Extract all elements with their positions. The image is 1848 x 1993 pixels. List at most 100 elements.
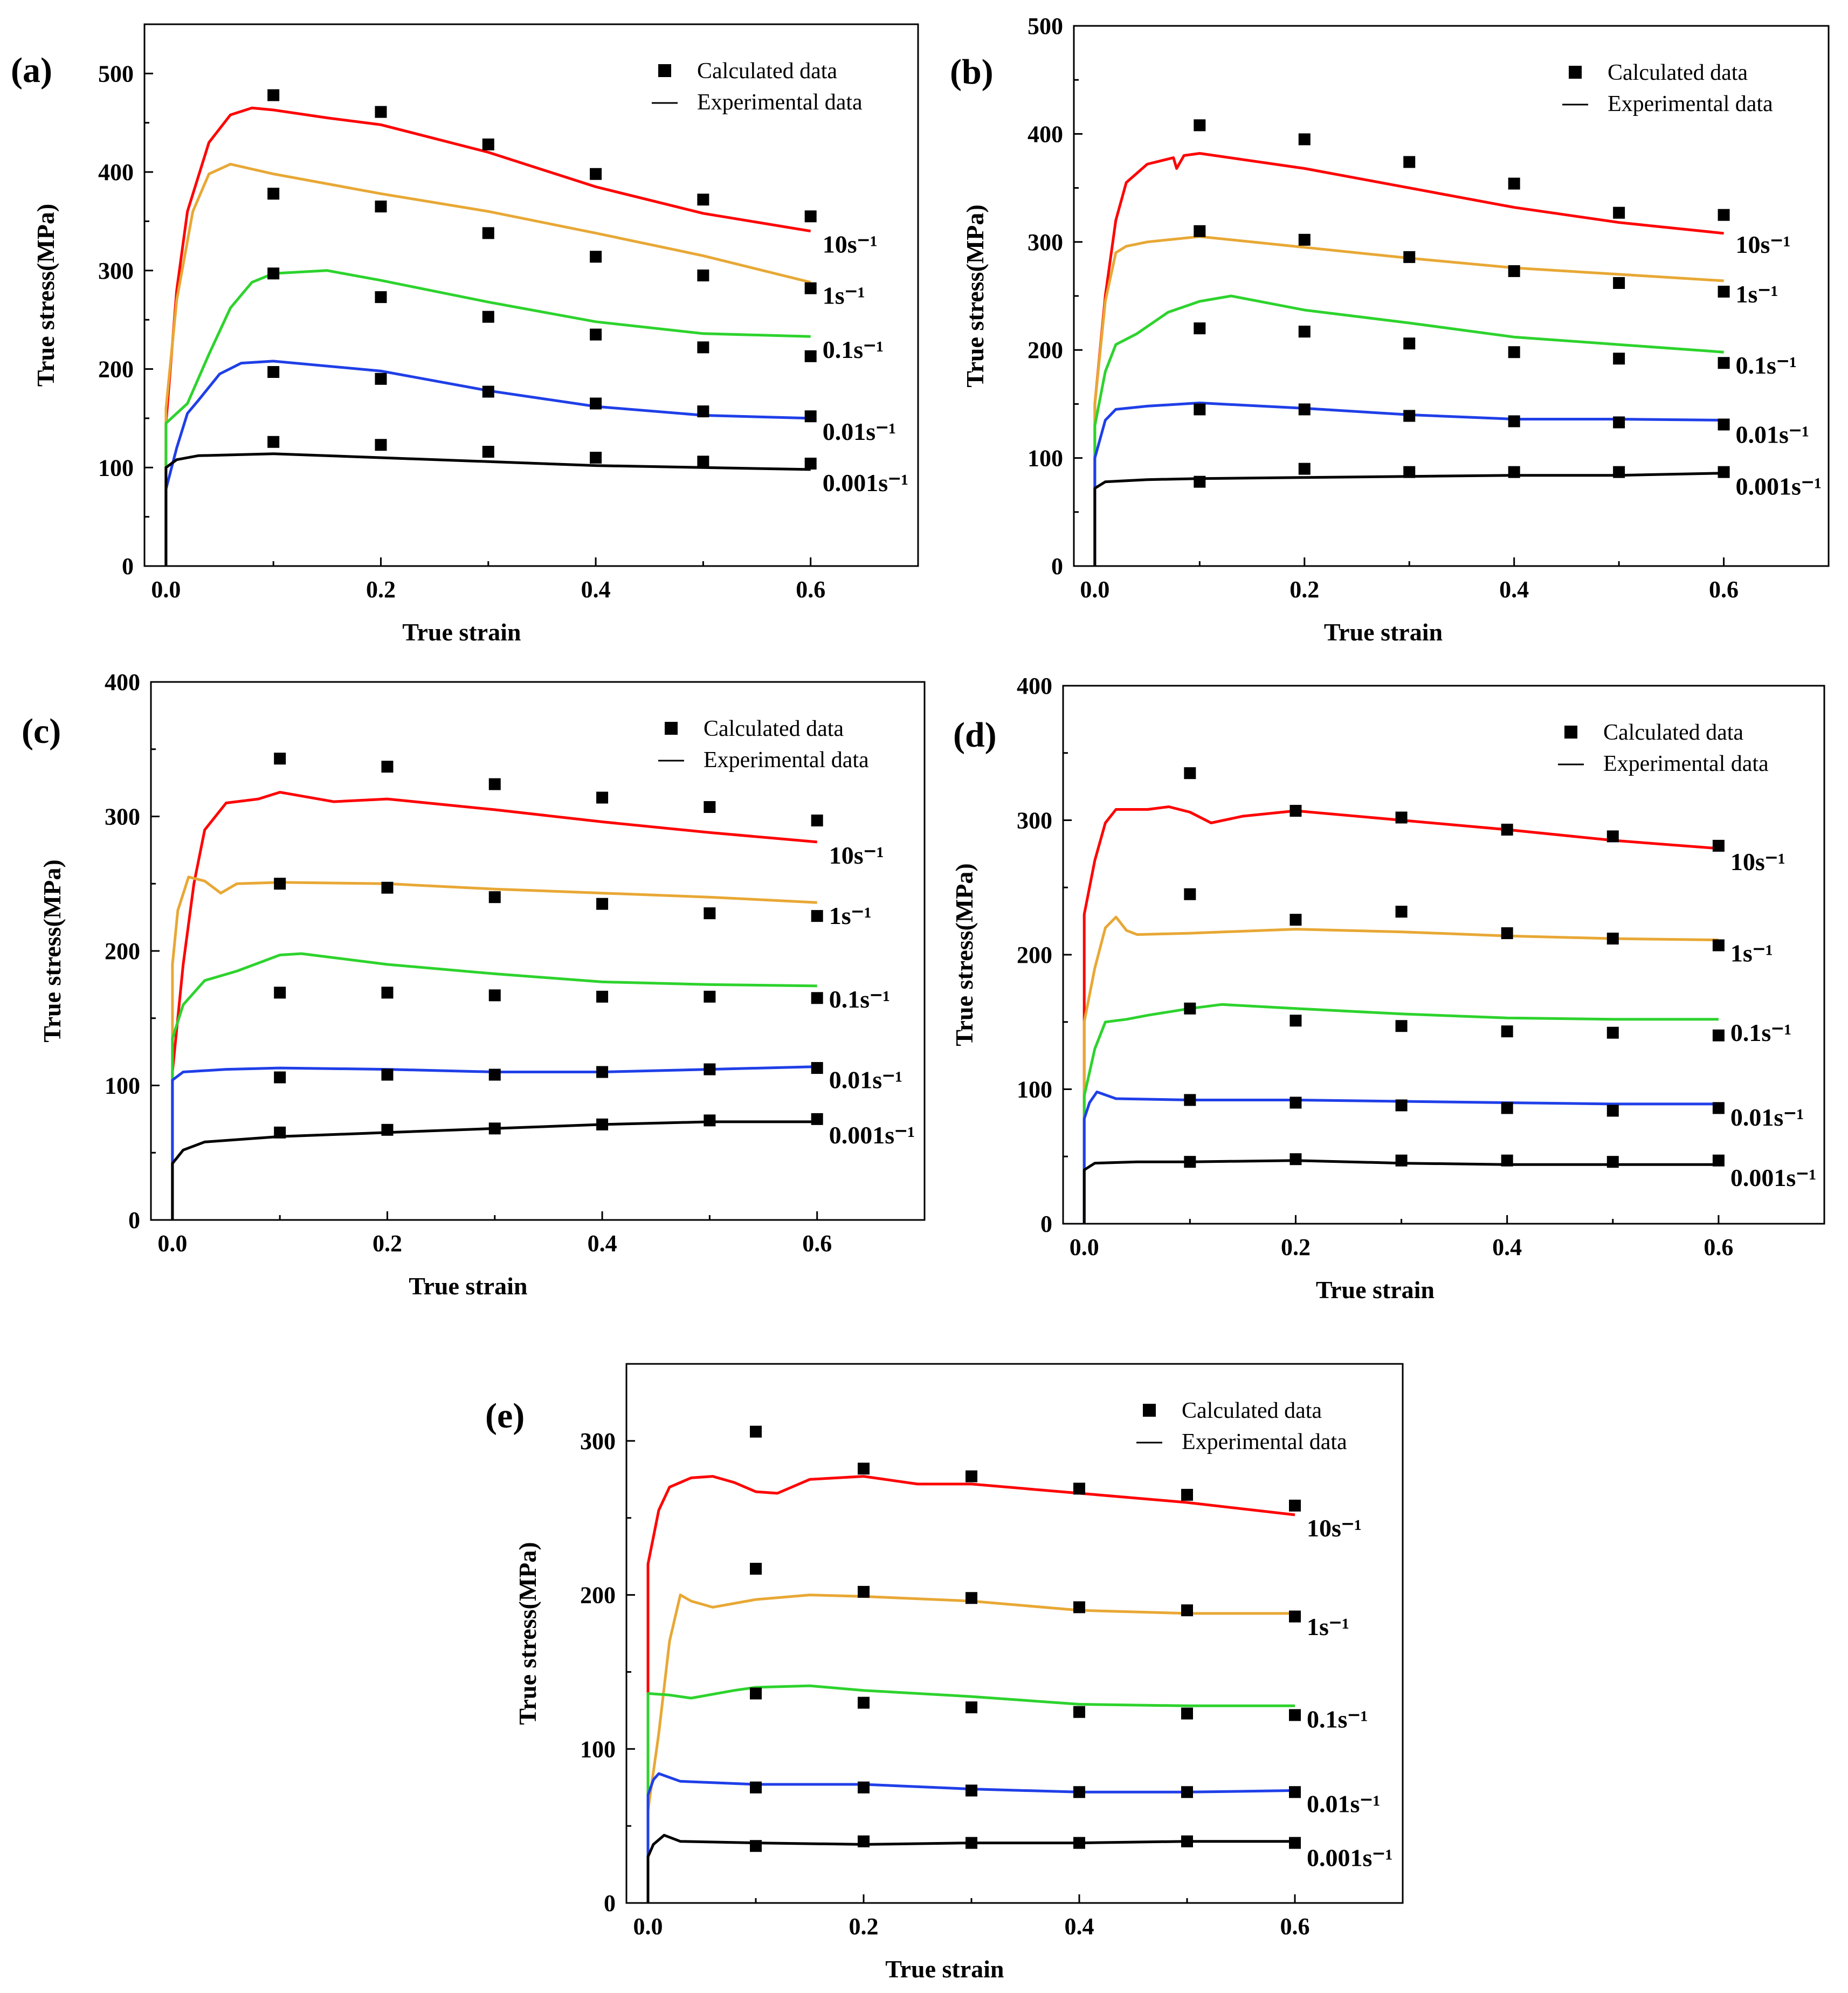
series-label-0.001s-1: 0.001s⁻¹ xyxy=(823,469,908,496)
x-tick-label: 0.6 xyxy=(802,1230,832,1257)
y-axis-title: True stress(MPa) xyxy=(514,1542,541,1725)
series-label-0.001s-1: 0.001s⁻¹ xyxy=(1307,1844,1392,1871)
y-tick-label: 500 xyxy=(1028,13,1063,39)
series-label-0.1s-1: 0.1s⁻¹ xyxy=(823,336,884,363)
calculated-point-0.001s-1 xyxy=(1718,466,1730,478)
calculated-point-10s-1 xyxy=(1184,767,1196,780)
calculated-point-10s-1 xyxy=(1289,1499,1301,1512)
x-tick-label: 0.4 xyxy=(1065,1913,1094,1940)
calculated-point-0.001s-1 xyxy=(704,1114,716,1127)
calculated-point-10s-1 xyxy=(804,210,817,223)
calculated-point-10s-1 xyxy=(1181,1488,1193,1501)
x-tick-label: 0.2 xyxy=(849,1913,879,1940)
calculated-point-1s-1 xyxy=(596,898,609,910)
legend-calculated: Calculated data xyxy=(1182,1398,1322,1423)
experimental-curve-1s-1 xyxy=(1082,915,1719,1224)
legend-experimental: Experimental data xyxy=(697,90,863,115)
calculated-point-0.001s-1 xyxy=(1184,1156,1196,1168)
calculated-point-1s-1 xyxy=(488,891,501,904)
experimental-curve-0.01s-1 xyxy=(1093,401,1724,566)
series-label-0.001s-1: 0.001s⁻¹ xyxy=(1736,473,1822,500)
calculated-point-1s-1 xyxy=(274,878,286,890)
calculated-point-0.001s-1 xyxy=(1613,466,1625,478)
x-tick-label: 0.0 xyxy=(633,1913,663,1940)
calculated-point-10s-1 xyxy=(1403,156,1416,168)
calculated-point-10s-1 xyxy=(267,89,280,101)
legend-calculated: Calculated data xyxy=(704,716,844,741)
experimental-curve-0.001s-1 xyxy=(1082,1159,1719,1224)
calculated-point-0.001s-1 xyxy=(858,1835,870,1847)
calculated-point-0.01s-1 xyxy=(1298,403,1311,416)
series-label-0.01s-1: 0.01s⁻¹ xyxy=(1730,1104,1804,1131)
legend-experimental: Experimental data xyxy=(1608,92,1773,116)
y-tick-label: 0 xyxy=(122,553,134,580)
x-tick-label: 0.4 xyxy=(1492,1234,1522,1260)
calculated-point-0.001s-1 xyxy=(1403,466,1416,478)
calculated-point-1s-1 xyxy=(704,907,716,920)
y-tick-label: 400 xyxy=(105,669,140,695)
calculated-point-0.1s-1 xyxy=(1508,346,1520,358)
y-axis-title: True stress(MPa) xyxy=(38,859,66,1042)
experimental-curve-1s-1 xyxy=(171,875,817,1220)
x-tick-label: 0.0 xyxy=(1070,1234,1099,1260)
calculated-point-1s-1 xyxy=(1184,888,1196,900)
calculated-point-0.001s-1 xyxy=(804,457,817,470)
y-tick-label: 400 xyxy=(1017,673,1052,699)
calculated-point-0.1s-1 xyxy=(1290,1015,1302,1027)
y-tick-label: 0 xyxy=(1040,1211,1052,1237)
x-tick-label: 0.0 xyxy=(151,576,181,603)
series-label-1s-1: 1s⁻¹ xyxy=(829,902,872,929)
calculated-point-10s-1 xyxy=(1298,133,1311,146)
calculated-point-0.001s-1 xyxy=(274,1126,286,1139)
calculated-point-0.01s-1 xyxy=(1606,1105,1619,1117)
calculated-point-10s-1 xyxy=(858,1463,870,1475)
calculated-point-0.01s-1 xyxy=(274,1071,286,1084)
y-tick-label: 100 xyxy=(1028,445,1063,472)
calculated-point-10s-1 xyxy=(488,778,501,790)
legend-calculated: Calculated data xyxy=(1608,60,1748,85)
calculated-point-0.1s-1 xyxy=(274,987,286,999)
y-tick-label: 300 xyxy=(1017,808,1052,834)
calculated-point-10s-1 xyxy=(1073,1482,1085,1495)
calculated-point-1s-1 xyxy=(697,269,709,281)
calculated-point-0.01s-1 xyxy=(488,1068,501,1081)
calculated-point-0.01s-1 xyxy=(1181,1786,1193,1798)
panel-a: (a) 0.0 0.2 0.4 0.6 0 100 200 300 400 500 True stra… xyxy=(11,23,919,646)
calculated-point-0.1s-1 xyxy=(1395,1020,1408,1032)
legend-calculated: Calculated data xyxy=(697,59,837,84)
x-axis-title: True strain xyxy=(402,618,521,646)
legend-experimental: Experimental data xyxy=(1603,751,1769,776)
x-tick-label: 0.4 xyxy=(588,1230,617,1257)
calculated-point-1s-1 xyxy=(966,1592,977,1604)
calculated-point-10s-1 xyxy=(1501,823,1513,836)
plot-frame xyxy=(625,1363,1404,1904)
calculated-point-0.1s-1 xyxy=(1289,1709,1301,1721)
x-tick-label: 0.6 xyxy=(1709,576,1739,603)
calculated-point-10s-1 xyxy=(1508,177,1520,190)
calculated-point-1s-1 xyxy=(1395,906,1408,918)
calculated-point-1s-1 xyxy=(1606,933,1619,945)
calculated-point-1s-1 xyxy=(1290,914,1302,926)
experimental-curve-10s-1 xyxy=(646,1475,1295,1903)
legend-experimental: Experimental data xyxy=(704,748,869,773)
calculated-point-0.1s-1 xyxy=(590,328,602,341)
calculated-point-0.01s-1 xyxy=(1508,415,1520,427)
panel-label: (b) xyxy=(950,52,994,92)
y-tick-label: 300 xyxy=(1028,229,1063,256)
x-tick-label: 0.6 xyxy=(796,576,825,603)
calculated-point-0.001s-1 xyxy=(1501,1154,1513,1167)
calculated-point-0.01s-1 xyxy=(750,1781,762,1794)
calculated-point-10s-1 xyxy=(966,1470,977,1482)
experimental-curve-10s-1 xyxy=(171,791,817,1220)
calculated-point-0.001s-1 xyxy=(1181,1835,1193,1847)
calculated-point-0.01s-1 xyxy=(1395,1099,1408,1112)
calculated-point-10s-1 xyxy=(274,753,286,765)
y-tick-label: 200 xyxy=(580,1582,616,1609)
calculated-point-0.1s-1 xyxy=(375,291,387,304)
calculated-point-1s-1 xyxy=(1501,927,1513,940)
legend-marker-square xyxy=(658,64,671,77)
calculated-point-0.01s-1 xyxy=(596,1066,609,1078)
calculated-point-1s-1 xyxy=(375,201,387,213)
calculated-point-1s-1 xyxy=(1073,1601,1085,1613)
calculated-point-0.01s-1 xyxy=(697,405,709,418)
